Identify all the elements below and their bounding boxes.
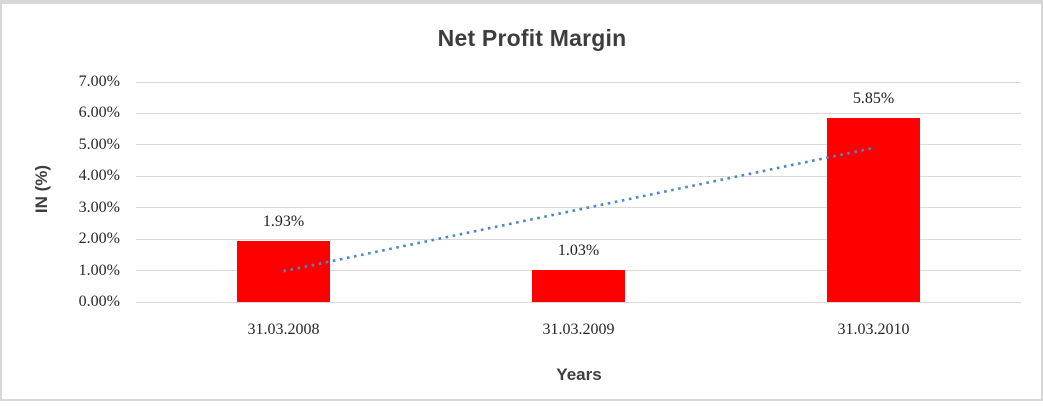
bar-31.03.2009 [532,269,625,302]
trendline [283,146,874,273]
x-tick-label: 31.03.2009 [542,321,615,338]
y-tick-label: 1.00% [78,261,120,279]
gridline [136,144,1021,146]
bar-31.03.2008 [237,241,330,302]
x-tick-label: 31.03.2008 [247,321,320,338]
chart-title: Net Profit Margin [437,25,627,51]
y-tick-label: 3.00% [78,198,120,216]
bar-data-label: 1.93% [262,213,305,231]
y-tick-label: 2.00% [78,230,120,248]
bar-data-label: 1.03% [557,241,600,259]
plot-area: 1.93% 1.03% 5.85% [136,81,1021,303]
gridline [136,301,1021,303]
y-tick-label: 5.00% [78,135,120,153]
gridline [136,175,1021,177]
gridline [136,112,1021,114]
x-axis-title: Years [556,365,602,384]
y-tick-label: 7.00% [78,73,120,90]
gridline [136,207,1021,209]
y-tick-label: 6.00% [78,104,120,122]
x-tick-label: 31.03.2010 [837,321,910,338]
y-tick-label: 0.00% [78,293,120,310]
gridline [136,81,1021,83]
gridline [136,238,1021,240]
y-tick-label: 4.00% [78,167,120,185]
bar-data-label: 5.85% [852,90,895,108]
bar-31.03.2010 [827,118,920,302]
